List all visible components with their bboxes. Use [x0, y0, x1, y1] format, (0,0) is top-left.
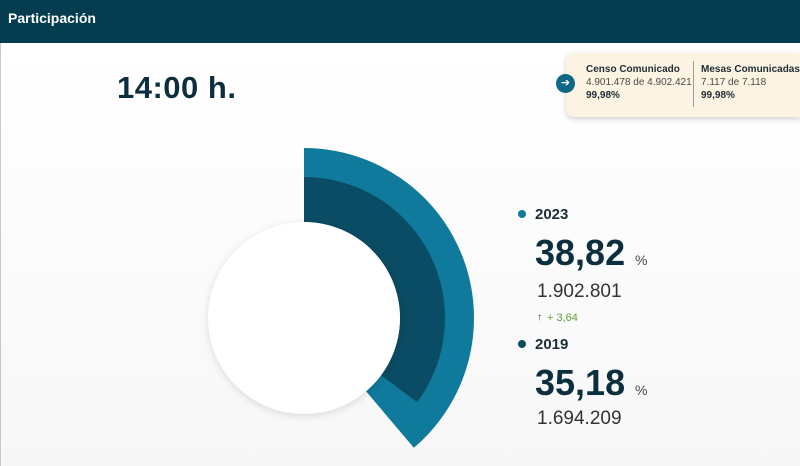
percent-sign-2019: %: [635, 382, 648, 398]
legend-dot-2019: [518, 340, 526, 348]
arrow-right-icon[interactable]: ➔: [556, 74, 575, 93]
censo-block: Censo Comunicado 4.901.478 de 4.902.421 …: [586, 64, 692, 101]
censo-detail: 4.901.478 de 4.902.421: [586, 77, 692, 88]
change-value: + 3,64: [547, 312, 578, 324]
count-2019: 1.694.209: [537, 408, 622, 429]
donut-center: [208, 222, 400, 414]
year-2019-label: 2019: [535, 336, 569, 353]
mesas-percent: 99,98%: [701, 90, 735, 101]
summary-card: ➔ Censo Comunicado 4.901.478 de 4.902.42…: [556, 53, 800, 117]
year-2023-label: 2023: [535, 206, 569, 223]
legend-dot-2023: [518, 210, 526, 218]
time-label: 14:00 h.: [117, 70, 237, 105]
summary-divider: [693, 61, 694, 107]
mesas-detail: 7.117 de 7.118: [701, 77, 767, 88]
percent-2019: 35,18: [535, 362, 626, 403]
panel-border: [0, 43, 1, 466]
mesas-block: Mesas Comunicadas 7.117 de 7.118 99,98%: [701, 64, 800, 101]
arrow-up-icon: ↑: [537, 312, 542, 323]
percent-sign-2023: %: [635, 252, 648, 268]
censo-percent: 99,98%: [586, 90, 620, 101]
page-title: Participación: [8, 10, 96, 26]
header-bar: Participación: [0, 0, 800, 43]
mesas-label: Mesas Comunicadas: [701, 64, 800, 75]
percent-2023: 38,82: [535, 232, 626, 273]
donut-arc-2019: [304, 177, 446, 403]
count-2023: 1.902.801: [537, 281, 622, 302]
censo-label: Censo Comunicado: [586, 64, 680, 75]
